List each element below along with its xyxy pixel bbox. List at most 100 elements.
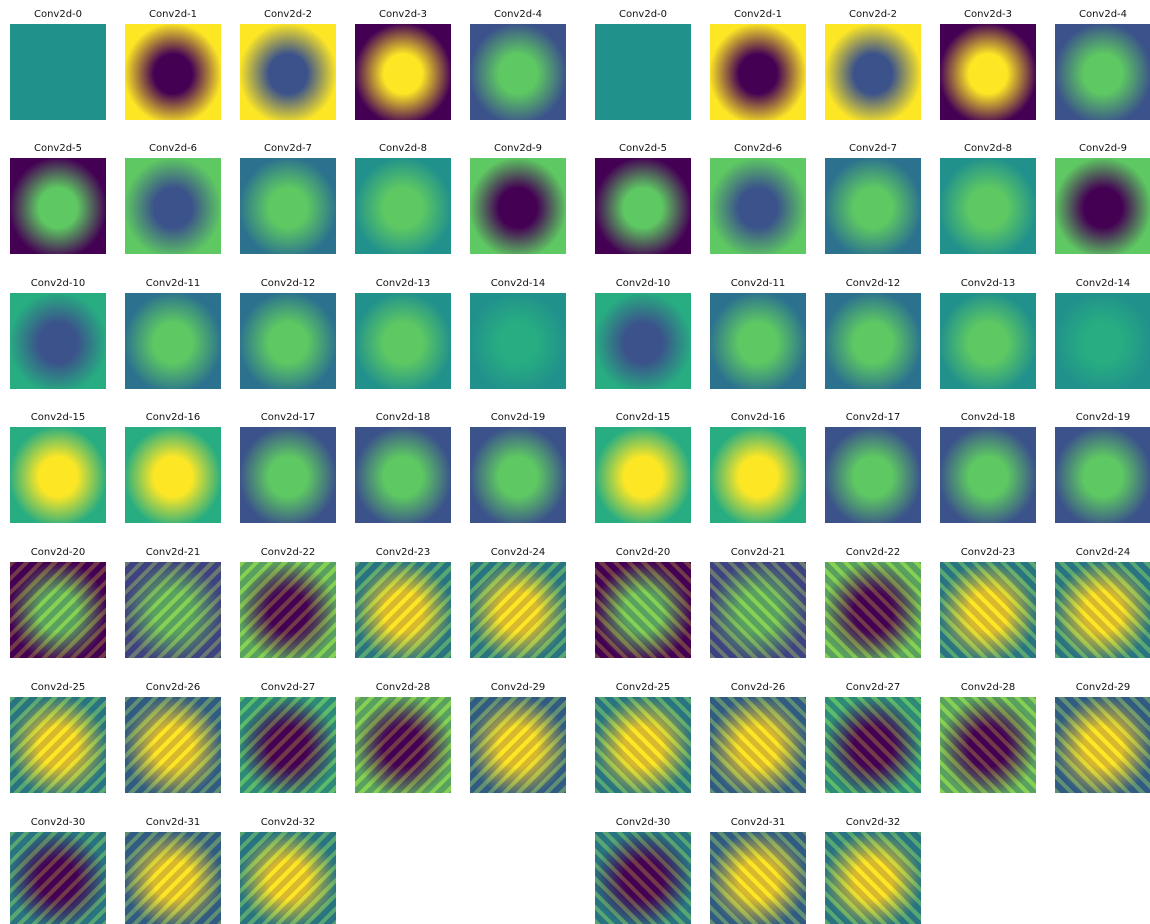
- feature-map-tile: Conv2d-4: [468, 8, 568, 120]
- feature-map-tile: Conv2d-21: [123, 546, 223, 658]
- tile-title: Conv2d-22: [845, 547, 901, 558]
- feature-map-image: [470, 293, 566, 389]
- feature-map-image: [940, 697, 1036, 793]
- feature-map-image: [825, 24, 921, 120]
- tile-title: Conv2d-18: [960, 412, 1016, 423]
- feature-map-tile: Conv2d-4: [1053, 8, 1150, 120]
- tile-title: Conv2d-28: [960, 682, 1016, 693]
- feature-map-tile: Conv2d-12: [238, 277, 338, 389]
- feature-map-tile: Conv2d-9: [1053, 142, 1150, 254]
- tile-title: Conv2d-30: [615, 817, 671, 828]
- feature-map-tile: Conv2d-29: [1053, 681, 1150, 793]
- feature-map-image: [1055, 158, 1150, 254]
- tile-title: Conv2d-19: [490, 412, 546, 423]
- feature-map-image: [595, 832, 691, 924]
- tile-title: Conv2d-23: [960, 547, 1016, 558]
- feature-map-tile: Conv2d-3: [353, 8, 453, 120]
- feature-map-tile: Conv2d-27: [823, 681, 923, 793]
- feature-map-tile: Conv2d-26: [123, 681, 223, 793]
- feature-map-image: [240, 24, 336, 120]
- tile-title: Conv2d-18: [375, 412, 431, 423]
- tile-title: Conv2d-16: [145, 412, 201, 423]
- tile-title: Conv2d-27: [260, 682, 316, 693]
- tile-title: Conv2d-0: [618, 9, 668, 20]
- feature-map-image: [355, 158, 451, 254]
- feature-map-tile: Conv2d-15: [8, 411, 108, 523]
- feature-map-tile: Conv2d-11: [708, 277, 808, 389]
- feature-map-tile: Conv2d-23: [938, 546, 1038, 658]
- feature-map-tile: Conv2d-1: [708, 8, 808, 120]
- feature-map-image: [1055, 293, 1150, 389]
- tile-title: Conv2d-25: [615, 682, 671, 693]
- feature-map-tile: Conv2d-9: [468, 142, 568, 254]
- tile-title: Conv2d-6: [733, 143, 783, 154]
- feature-map-tile: Conv2d-2: [823, 8, 923, 120]
- feature-map-image: [1055, 562, 1150, 658]
- feature-map-image: [10, 427, 106, 523]
- tile-title: Conv2d-1: [148, 9, 198, 20]
- feature-map-tile: Conv2d-22: [823, 546, 923, 658]
- feature-map-tile: Conv2d-22: [238, 546, 338, 658]
- feature-map-tile: Conv2d-32: [823, 816, 923, 924]
- feature-map-tile: Conv2d-32: [238, 816, 338, 924]
- feature-map-tile: Conv2d-18: [353, 411, 453, 523]
- feature-map-tile: Conv2d-16: [123, 411, 223, 523]
- tile-title: Conv2d-14: [1075, 278, 1131, 289]
- feature-map-image: [240, 562, 336, 658]
- tile-title: Conv2d-16: [730, 412, 786, 423]
- feature-map-image: [470, 697, 566, 793]
- feature-map-tile: Conv2d-24: [468, 546, 568, 658]
- feature-map-image: [240, 832, 336, 924]
- feature-map-image: [355, 562, 451, 658]
- feature-map-tile: Conv2d-30: [593, 816, 693, 924]
- tile-title: Conv2d-13: [960, 278, 1016, 289]
- tile-title: Conv2d-32: [260, 817, 316, 828]
- feature-map-image: [125, 427, 221, 523]
- feature-map-tile: Conv2d-21: [708, 546, 808, 658]
- feature-map-tile: Conv2d-30: [8, 816, 108, 924]
- feature-map-tile: Conv2d-18: [938, 411, 1038, 523]
- tile-title: Conv2d-1: [733, 9, 783, 20]
- tile-title: Conv2d-9: [1078, 143, 1128, 154]
- feature-map-tile: Conv2d-11: [123, 277, 223, 389]
- tile-title: Conv2d-22: [260, 547, 316, 558]
- feature-map-tile: Conv2d-5: [8, 142, 108, 254]
- feature-map-tile: Conv2d-0: [8, 8, 108, 120]
- tile-title: Conv2d-29: [1075, 682, 1131, 693]
- feature-map-image: [355, 293, 451, 389]
- feature-map-tile: Conv2d-16: [708, 411, 808, 523]
- feature-map-image: [355, 697, 451, 793]
- feature-map-image: [1055, 24, 1150, 120]
- feature-map-image: [710, 427, 806, 523]
- tile-title: Conv2d-11: [145, 278, 201, 289]
- feature-map-image: [355, 427, 451, 523]
- feature-map-image: [1055, 697, 1150, 793]
- feature-map-image: [825, 427, 921, 523]
- feature-map-tile: Conv2d-14: [1053, 277, 1150, 389]
- tile-title: Conv2d-23: [375, 547, 431, 558]
- feature-map-image: [940, 562, 1036, 658]
- tile-title: Conv2d-0: [33, 9, 83, 20]
- tile-title: Conv2d-26: [730, 682, 786, 693]
- tile-title: Conv2d-3: [378, 9, 428, 20]
- feature-map-image: [470, 562, 566, 658]
- feature-map-image: [125, 562, 221, 658]
- feature-map-image: [710, 158, 806, 254]
- feature-map-tile: Conv2d-28: [938, 681, 1038, 793]
- feature-map-image: [125, 293, 221, 389]
- tile-title: Conv2d-20: [615, 547, 671, 558]
- feature-map-tile: Conv2d-17: [238, 411, 338, 523]
- tile-title: Conv2d-5: [33, 143, 83, 154]
- feature-map-image: [10, 158, 106, 254]
- feature-map-image: [595, 427, 691, 523]
- feature-map-tile: Conv2d-26: [708, 681, 808, 793]
- feature-map-image: [940, 293, 1036, 389]
- tile-title: Conv2d-10: [615, 278, 671, 289]
- feature-map-image: [470, 158, 566, 254]
- feature-map-tile: Conv2d-28: [353, 681, 453, 793]
- feature-map-image: [10, 832, 106, 924]
- feature-map-image: [710, 832, 806, 924]
- tile-title: Conv2d-24: [490, 547, 546, 558]
- tile-title: Conv2d-17: [260, 412, 316, 423]
- feature-map-tile: Conv2d-19: [468, 411, 568, 523]
